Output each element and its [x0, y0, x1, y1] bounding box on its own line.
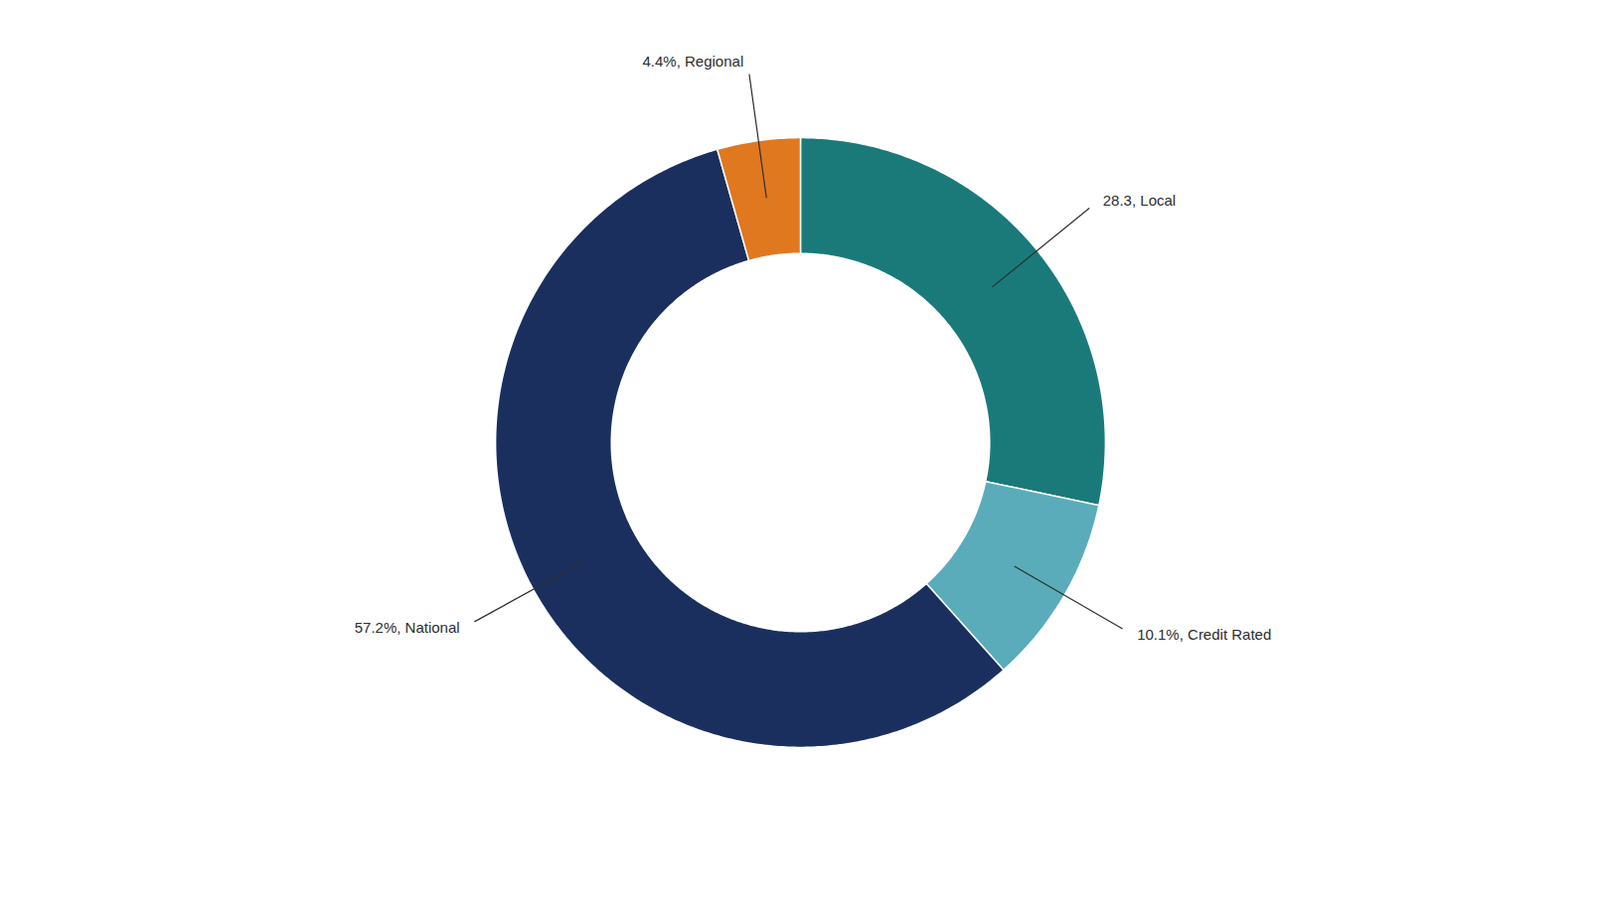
svg-text:57.2%, National: 57.2%, National: [354, 619, 461, 637]
svg-text:28.3, Local: 28.3, Local: [1103, 191, 1176, 209]
svg-text:4.4%, Regional: 4.4%, Regional: [641, 52, 744, 70]
svg-text:10.1%, Credit Rated: 10.1%, Credit Rated: [1136, 626, 1272, 643]
